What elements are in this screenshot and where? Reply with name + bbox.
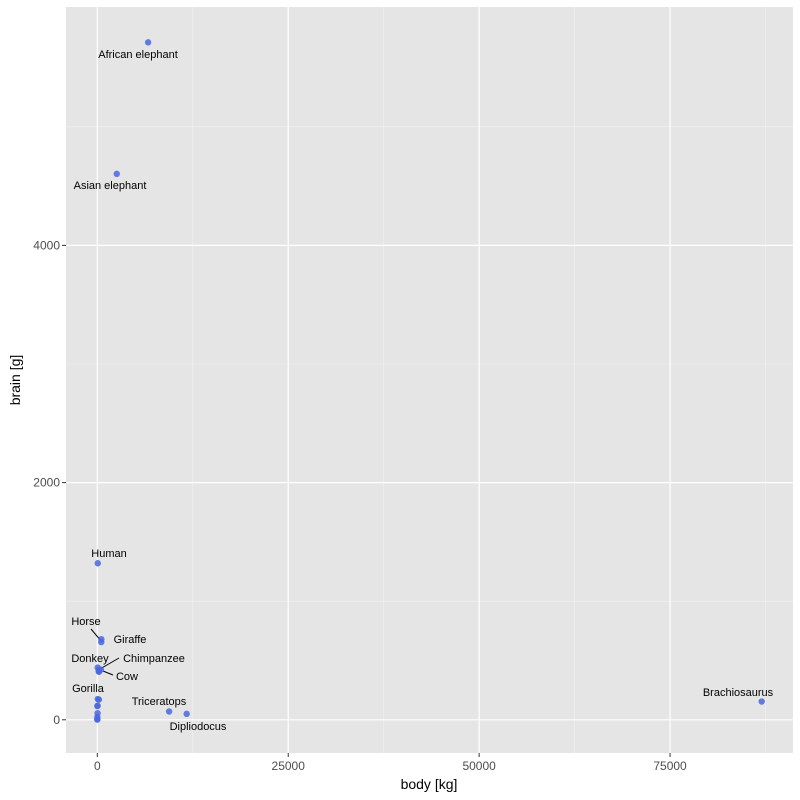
y-tick-label: 2000: [33, 476, 60, 490]
point-label: Brachiosaurus: [703, 687, 774, 699]
data-point: [165, 708, 173, 715]
point-label: Asian elephant: [74, 180, 147, 192]
y-tick-label: 0: [53, 713, 60, 727]
data-point: [144, 39, 152, 46]
point-label: African elephant: [98, 49, 178, 61]
point-label: Triceratops: [132, 696, 187, 708]
data-point: [95, 668, 103, 675]
point-label: Donkey: [71, 653, 109, 665]
label-leader-line: [99, 657, 120, 670]
data-point: [94, 716, 101, 723]
label-leader-line: [102, 670, 114, 676]
x-axis-title: body [kg]: [401, 776, 458, 792]
data-points: [94, 39, 765, 723]
point-label: Giraffe: [114, 634, 147, 646]
axes: 0 25000 50000 75000 0 2000 4000: [33, 238, 687, 773]
x-tick-label: 75000: [653, 759, 687, 773]
data-point: [94, 702, 101, 710]
data-point: [94, 695, 101, 703]
point-label: Chimpanzee: [123, 653, 185, 665]
point-label: Dipliodocus: [170, 721, 227, 733]
point-label: Human: [91, 548, 126, 560]
data-point: [98, 635, 105, 643]
x-tick-label: 0: [94, 759, 101, 773]
data-point: [94, 560, 101, 567]
point-label: Cow: [116, 671, 138, 683]
gridlines: [66, 7, 793, 753]
panel-background: [66, 7, 793, 753]
x-tick-label: 25000: [272, 759, 306, 773]
point-labels: African elephant Asian elephant Human Horse…: [71, 49, 773, 733]
point-label: Horse: [71, 616, 100, 628]
point-label: Gorilla: [72, 683, 105, 695]
y-tick-label: 4000: [33, 238, 60, 252]
data-point: [183, 710, 190, 718]
x-tick-label: 50000: [462, 759, 496, 773]
y-axis-title: brain [g]: [7, 355, 23, 406]
data-point: [758, 698, 765, 705]
data-point: [113, 170, 120, 178]
